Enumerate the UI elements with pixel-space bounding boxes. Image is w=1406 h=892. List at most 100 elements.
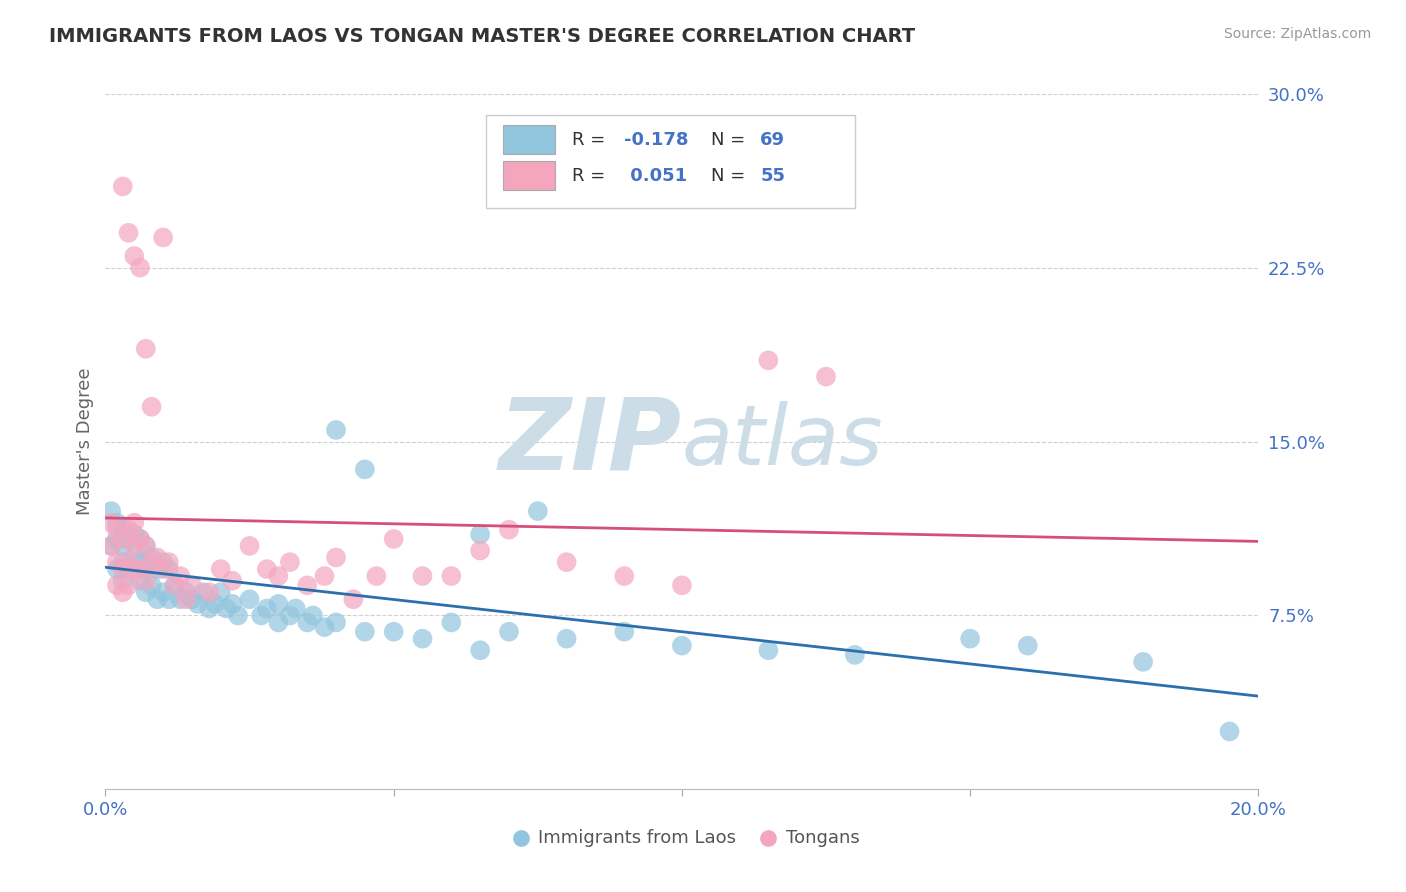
Point bbox=[671, 578, 693, 592]
Point bbox=[135, 585, 157, 599]
Point bbox=[105, 516, 128, 530]
Point bbox=[141, 555, 163, 569]
Point bbox=[111, 532, 134, 546]
Point bbox=[141, 550, 163, 565]
Point bbox=[278, 608, 301, 623]
Point bbox=[411, 569, 433, 583]
Point bbox=[226, 608, 249, 623]
FancyBboxPatch shape bbox=[486, 114, 855, 209]
Point bbox=[302, 608, 325, 623]
Point bbox=[555, 632, 578, 646]
Point bbox=[267, 569, 290, 583]
Text: N =: N = bbox=[711, 130, 751, 149]
Point bbox=[198, 601, 221, 615]
Point bbox=[1017, 639, 1039, 653]
Point bbox=[105, 523, 128, 537]
Point bbox=[815, 369, 838, 384]
Point bbox=[180, 578, 204, 592]
Point bbox=[180, 592, 204, 607]
Point bbox=[163, 578, 186, 592]
Point bbox=[169, 592, 191, 607]
Text: ZIP: ZIP bbox=[499, 393, 682, 490]
Point bbox=[613, 569, 636, 583]
Point bbox=[111, 179, 134, 194]
Text: atlas: atlas bbox=[682, 401, 883, 482]
Text: R =: R = bbox=[572, 130, 612, 149]
Point bbox=[613, 624, 636, 639]
Point bbox=[117, 226, 139, 240]
Point bbox=[325, 550, 347, 565]
Point bbox=[105, 532, 128, 546]
Point bbox=[135, 574, 157, 588]
Point bbox=[152, 230, 174, 244]
Point bbox=[124, 550, 146, 565]
Text: 55: 55 bbox=[761, 167, 786, 185]
Point bbox=[267, 615, 290, 630]
Point bbox=[250, 608, 273, 623]
Point bbox=[117, 578, 139, 592]
Point bbox=[758, 353, 780, 368]
Point bbox=[354, 462, 377, 476]
Text: 0.051: 0.051 bbox=[624, 167, 688, 185]
Point bbox=[111, 523, 134, 537]
Point bbox=[129, 555, 152, 569]
Point bbox=[152, 555, 174, 569]
Point bbox=[440, 615, 463, 630]
Point bbox=[124, 249, 146, 263]
Point bbox=[111, 555, 134, 569]
Point bbox=[174, 585, 197, 599]
Point bbox=[221, 574, 243, 588]
Point bbox=[141, 400, 163, 414]
Point bbox=[124, 527, 146, 541]
Point bbox=[111, 562, 134, 576]
Point bbox=[354, 624, 377, 639]
Point bbox=[141, 578, 163, 592]
Point bbox=[157, 592, 180, 607]
Point bbox=[671, 639, 693, 653]
Point bbox=[157, 562, 180, 576]
Text: IMMIGRANTS FROM LAOS VS TONGAN MASTER'S DEGREE CORRELATION CHART: IMMIGRANTS FROM LAOS VS TONGAN MASTER'S … bbox=[49, 27, 915, 45]
Point bbox=[124, 516, 146, 530]
Point bbox=[169, 569, 191, 583]
Y-axis label: Master's Degree: Master's Degree bbox=[76, 368, 94, 516]
Point bbox=[297, 578, 319, 592]
Point bbox=[498, 523, 520, 537]
Point bbox=[209, 585, 232, 599]
Point bbox=[411, 632, 433, 646]
Point bbox=[1219, 724, 1241, 739]
Point bbox=[129, 574, 152, 588]
FancyBboxPatch shape bbox=[503, 125, 555, 154]
Point bbox=[105, 555, 128, 569]
Text: Immigrants from Laos: Immigrants from Laos bbox=[538, 830, 735, 847]
Point bbox=[844, 648, 866, 662]
Point bbox=[100, 539, 122, 553]
Point bbox=[117, 555, 139, 569]
Point bbox=[297, 615, 319, 630]
Point bbox=[124, 539, 146, 553]
Point bbox=[325, 615, 347, 630]
Point bbox=[111, 539, 134, 553]
Point bbox=[470, 527, 492, 541]
Text: -0.178: -0.178 bbox=[624, 130, 689, 149]
Point bbox=[111, 585, 134, 599]
Point bbox=[527, 504, 550, 518]
Point bbox=[209, 562, 232, 576]
Point bbox=[959, 632, 981, 646]
Point bbox=[135, 539, 157, 553]
Point bbox=[117, 562, 139, 576]
Point bbox=[163, 578, 186, 592]
Point bbox=[111, 574, 134, 588]
Point bbox=[174, 592, 197, 607]
Text: Tongans: Tongans bbox=[786, 830, 859, 847]
Point bbox=[146, 562, 169, 576]
Point bbox=[1132, 655, 1154, 669]
Point bbox=[146, 592, 169, 607]
Point bbox=[100, 504, 122, 518]
Point bbox=[498, 624, 520, 639]
Point bbox=[555, 555, 578, 569]
Point bbox=[129, 260, 152, 275]
Point bbox=[135, 539, 157, 553]
Point bbox=[470, 643, 492, 657]
Point bbox=[239, 539, 262, 553]
Point bbox=[129, 562, 152, 576]
